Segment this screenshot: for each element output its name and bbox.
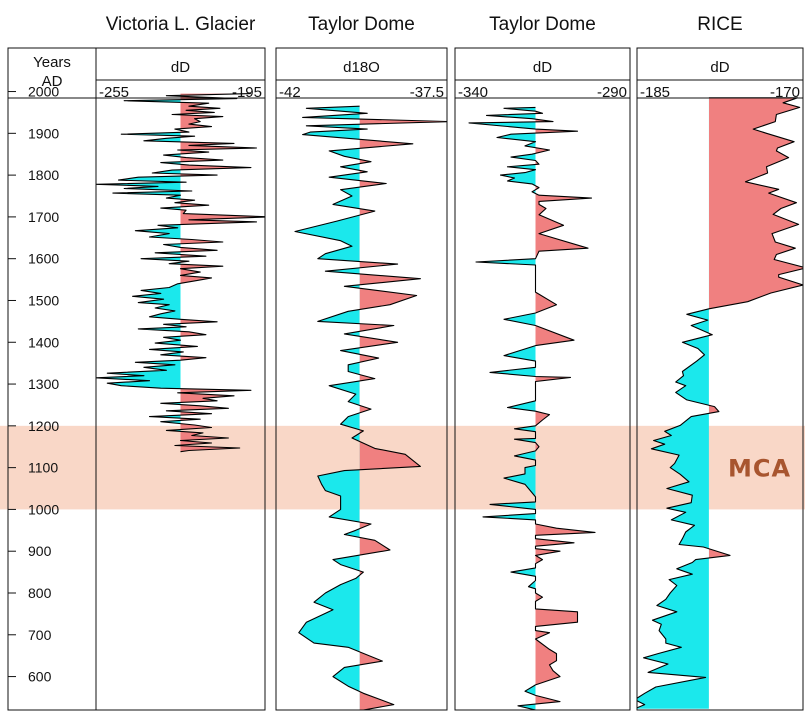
panel-data [96, 93, 265, 453]
series-line [96, 93, 265, 453]
year-tick-label: 1900 [28, 125, 59, 141]
year-tick-label: 800 [28, 585, 52, 601]
year-tick-label: 1400 [28, 334, 59, 350]
year-tick-label: 1100 [28, 460, 58, 476]
panel-title: Taylor Dome [489, 14, 596, 35]
x-tick-label-min: -185 [640, 84, 670, 101]
series-line [294, 105, 447, 710]
year-tick-label: 1700 [28, 209, 59, 225]
panel-title: RICE [697, 14, 742, 35]
y-axis-label-years: Years [33, 54, 71, 71]
panels-layer: dD -255 -195 d18O -42 -37.5 dD -340 -290 dD -185 -1… [95, 47, 804, 711]
panel-variable-label: d18O [343, 59, 380, 76]
negative-anomaly-fill [295, 106, 360, 692]
year-tick-label: 700 [28, 627, 52, 643]
year-tick-label: 2000 [28, 84, 59, 100]
year-axis-frame [7, 47, 97, 711]
year-tick-label: 1600 [28, 251, 59, 267]
series-line [468, 106, 596, 710]
panel-title: Victoria L. Glacier [106, 14, 256, 35]
panel-variable-label: dD [710, 59, 729, 76]
panel-2: d18O -42 -37.5 [275, 47, 448, 711]
series-line [637, 97, 803, 709]
year-tick-label: 1800 [28, 167, 59, 183]
x-tick-label-max: -195 [232, 84, 262, 101]
y-axis-label-ad: AD [42, 73, 63, 90]
label-layer: Victoria L. Glacier Taylor Dome Taylor Dom… [106, 14, 791, 483]
panel-variable-label: dD [171, 59, 190, 76]
x-tick-label-max: -170 [770, 84, 800, 101]
x-tick-label-min: -340 [458, 84, 488, 101]
x-tick-label-max: -290 [597, 84, 627, 101]
negative-anomaly-fill [469, 107, 536, 710]
panel-data [294, 105, 447, 710]
panel-data [637, 97, 803, 709]
x-tick-label-min: -255 [99, 84, 129, 101]
year-tick-label: 1500 [28, 292, 59, 308]
positive-anomaly-fill [708, 97, 803, 709]
year-tick-label: 1300 [28, 376, 59, 392]
panel-4: dD -185 -170 [636, 47, 804, 711]
year-tick-label: 1000 [28, 501, 59, 517]
panel-1: dD -255 -195 [95, 47, 266, 711]
mca-label: MCA [728, 455, 791, 483]
panel-frame [636, 47, 804, 711]
year-tick-label: 900 [28, 543, 52, 559]
panel-frame [454, 47, 631, 711]
panel-frame [275, 47, 448, 711]
panel-3: dD -340 -290 [454, 47, 631, 711]
year-tick-label: 1200 [28, 418, 59, 434]
panel-data [468, 106, 596, 710]
panel-variable-label: dD [533, 59, 552, 76]
x-tick-label-max: -37.5 [410, 84, 444, 101]
panel-title: Taylor Dome [308, 14, 415, 35]
negative-anomaly-fill [637, 97, 709, 709]
year-tick-label: 600 [28, 669, 52, 685]
x-tick-label-min: -42 [279, 84, 301, 101]
positive-anomaly-fill [535, 107, 595, 710]
